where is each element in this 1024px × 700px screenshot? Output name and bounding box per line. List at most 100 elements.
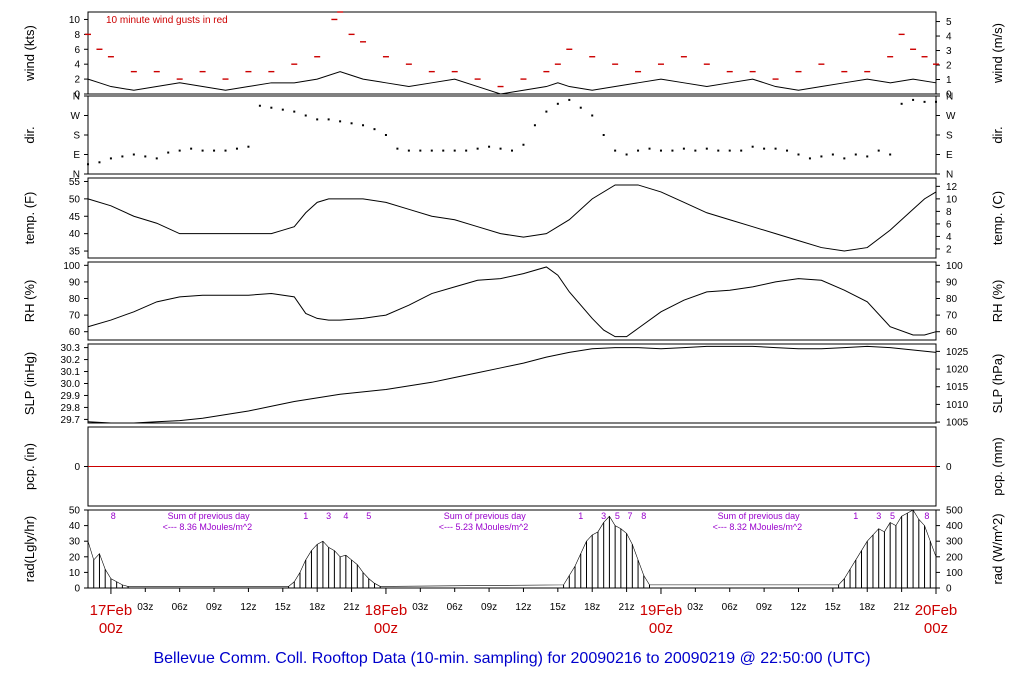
dir-mark [442, 149, 445, 152]
dir-mark [659, 149, 662, 152]
dir-mark [671, 149, 674, 152]
dir-mark [820, 155, 823, 158]
series-line-rh [87, 266, 937, 338]
dir-mark [854, 153, 857, 156]
x-tick-label: 06z [172, 602, 188, 613]
dir-mark [109, 157, 112, 160]
tick-label-right-temp: 10 [946, 194, 958, 205]
dir-mark [900, 102, 903, 105]
dir-mark [258, 104, 261, 107]
dir-mark [728, 149, 731, 152]
dir-mark [373, 128, 376, 131]
panel-frame-rh [87, 261, 937, 341]
day-sum-heading: Sum of previous day [168, 511, 251, 521]
day-sum-value: <--- 5.23 MJoules/m^2 [439, 522, 529, 532]
dir-mark [304, 114, 307, 117]
dir-mark [843, 157, 846, 160]
x-tick-label: 09z [756, 602, 772, 613]
dir-mark [912, 98, 915, 101]
wind-gust-annotation: 10 minute wind gusts in red [106, 15, 228, 26]
x-tick-label: 12z [240, 602, 256, 613]
panel-frame-slp [87, 343, 937, 424]
day-sum-heading: Sum of previous day [444, 511, 527, 521]
x-tick-label: 06z [722, 602, 738, 613]
dir-mark [763, 147, 766, 150]
day-label-z: 00z [924, 620, 948, 637]
day-label-z: 00z [99, 620, 123, 637]
tick-label-right-temp: 12 [946, 182, 958, 193]
series-line-temp [87, 184, 937, 252]
tick-label-left-rad: 40 [69, 521, 81, 532]
dir-mark [705, 147, 708, 150]
tick-label-left-slp: 30.3 [61, 343, 81, 354]
day-label-date: 18Feb [365, 602, 408, 619]
x-tick-label: 15z [275, 602, 291, 613]
tick-label-right-rh: 60 [946, 327, 958, 338]
dir-mark [682, 147, 685, 150]
x-tick-label: 12z [515, 602, 531, 613]
dir-mark [591, 114, 594, 117]
dir-mark [362, 124, 365, 127]
tick-label-right-rh: 80 [946, 294, 958, 305]
ylabel-right-temp: temp. (C) [990, 191, 1005, 245]
chart-title: Bellevue Comm. Coll. Rooftop Data (10-mi… [153, 650, 871, 667]
dir-mark [121, 155, 124, 158]
dir-mark [866, 155, 869, 158]
tick-label-right-rh: 100 [946, 261, 963, 272]
dir-mark [430, 149, 433, 152]
tick-label-right-slp: 1025 [946, 347, 969, 358]
dir-mark [556, 102, 559, 105]
ylabel-left-rad: rad(Lgly/hr) [22, 516, 37, 582]
tick-label-right-temp: 8 [946, 207, 952, 218]
x-tick-label: 03z [137, 602, 153, 613]
dir-mark [511, 149, 513, 152]
rad-hour-mark: 1 [578, 511, 583, 521]
tick-label-left-rad: 20 [69, 552, 81, 563]
tick-label-right-rh: 70 [946, 311, 958, 322]
x-tick-label: 18z [859, 602, 875, 613]
x-tick-label: 03z [687, 602, 703, 613]
tick-label-left-slp: 30.0 [61, 379, 81, 390]
tick-label-left-rh: 80 [69, 294, 81, 305]
tick-label-right-slp: 1010 [946, 400, 969, 411]
dir-mark [694, 149, 697, 152]
rad-outline [87, 509, 937, 587]
ylabel-left-slp: SLP (inHg) [22, 352, 37, 415]
tick-label-left-dir: N [73, 170, 80, 181]
x-tick-label: 06z [447, 602, 463, 613]
tick-label-left-rad: 50 [69, 506, 81, 517]
dir-mark [568, 98, 571, 101]
tick-label-left-slp: 30.2 [61, 355, 81, 366]
dir-mark [717, 149, 720, 152]
tick-label-right-rad: 500 [946, 506, 963, 517]
dir-mark [889, 153, 892, 156]
tick-label-left-rad: 30 [69, 537, 81, 548]
tick-label-left-rh: 60 [69, 327, 81, 338]
tick-label-right-wind: 1 [946, 75, 952, 86]
dir-mark [281, 108, 284, 111]
ylabel-left-wind: wind (kts) [22, 25, 37, 82]
dir-mark [579, 106, 582, 109]
x-tick-label: 12z [790, 602, 806, 613]
ylabel-left-pcp: pcp. (in) [22, 443, 37, 490]
tick-label-right-rad: 0 [946, 584, 952, 595]
dir-mark [144, 155, 147, 158]
dir-mark [465, 149, 468, 152]
tick-label-right-temp: 4 [946, 232, 952, 243]
tick-label-right-slp: 1005 [946, 418, 969, 429]
dir-mark [350, 122, 353, 125]
tick-label-right-dir: N [946, 92, 953, 103]
dir-mark [751, 145, 754, 148]
dir-mark [786, 149, 789, 152]
tick-label-left-slp: 29.9 [61, 391, 81, 402]
dir-mark [935, 100, 937, 103]
tick-label-left-rad: 10 [69, 568, 81, 579]
rad-hour-mark: 5 [366, 511, 371, 521]
panel-frame-temp [87, 177, 937, 259]
x-tick-label: 21z [619, 602, 635, 613]
rad-hour-mark: 3 [601, 511, 606, 521]
tick-label-left-rh: 90 [69, 277, 81, 288]
tick-label-left-wind: 6 [74, 45, 80, 56]
dir-mark [648, 147, 651, 150]
